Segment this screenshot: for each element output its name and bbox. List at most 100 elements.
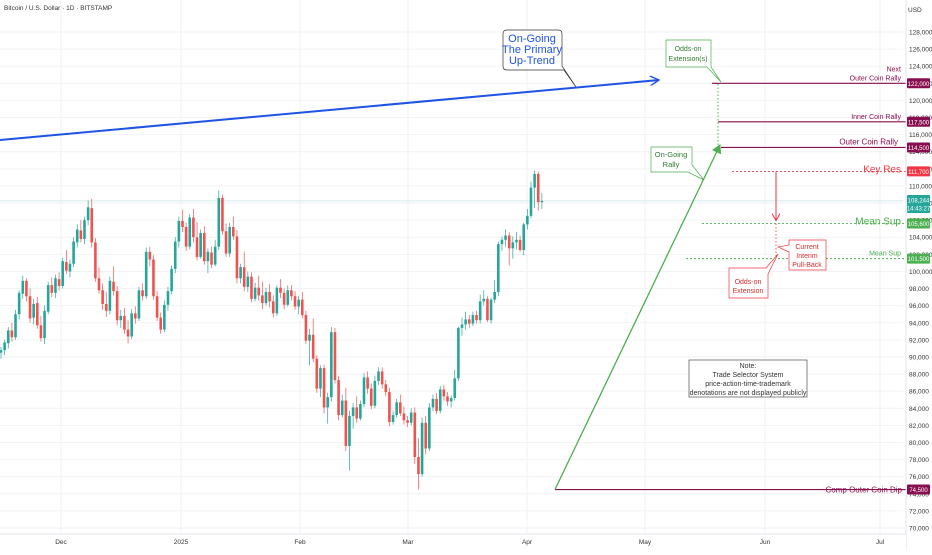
candle-body (173, 241, 177, 269)
candle-body (25, 280, 28, 297)
note-box[interactable]: Note: Trade Selector System price-action… (688, 359, 808, 398)
level-label: Mean Sup (869, 251, 901, 258)
candle-body (486, 298, 489, 321)
x-tick-label: 2025 (174, 539, 189, 546)
candle-body (202, 232, 206, 262)
candle-body (286, 290, 290, 305)
y-tick-label: 86,000 (909, 389, 929, 396)
y-tick-label: 94,000 (909, 320, 929, 327)
time-axis: Dec 2025 Feb Mar Apr May Jun Jul (0, 533, 906, 550)
current-pullback-callout[interactable]: Current Interim Pull-Back (776, 239, 827, 271)
candle-body (417, 457, 420, 475)
odds-on-extension-callout[interactable]: Odds-on Extension (728, 253, 779, 299)
y-tick-label: 72,000 (909, 508, 929, 515)
ongoing-rally-callout[interactable]: On-Going Rally (650, 146, 705, 181)
callout-bubble (650, 146, 705, 181)
level-label: Next (887, 66, 901, 73)
candle-body (65, 262, 68, 271)
candle-body (21, 280, 25, 294)
current-price-tag (907, 194, 930, 213)
candle-body (471, 315, 475, 324)
candle-body (242, 267, 246, 287)
candle-body (536, 173, 540, 203)
candle-body (373, 380, 377, 406)
candle-body (141, 290, 144, 297)
y-tick-label: 82,000 (909, 423, 929, 430)
y-tick-label: 98,000 (909, 286, 929, 293)
candle-body (293, 296, 297, 307)
primary-trend-callout[interactable]: On-Going The Primary Up-Trend (502, 29, 577, 88)
level-label: Comp Outer Coin Dip (826, 486, 903, 495)
candle-body (507, 235, 511, 249)
candle-body (148, 251, 152, 260)
drawings (0, 80, 776, 490)
ongoing-rally-line1: On-Going (655, 150, 688, 159)
candle-body (446, 396, 449, 402)
candle-body (464, 319, 467, 325)
candle-body (50, 285, 54, 293)
candle-body (232, 226, 235, 237)
candle-body (184, 226, 188, 247)
price-tag-label: 122,000 (908, 82, 930, 88)
candle-body (192, 217, 195, 238)
current-price-label: 108,244 (908, 198, 930, 204)
odds-on-extensions-callout[interactable]: Odds-on Extension(s) (665, 39, 722, 83)
candle-body (467, 319, 471, 324)
candle-body (126, 329, 130, 337)
price-axis-bg (906, 0, 932, 550)
candle-body (304, 315, 308, 341)
candle-body (144, 251, 148, 297)
candle-body (163, 304, 166, 330)
primary-trend-line1: On-Going (508, 33, 556, 45)
candle-body (413, 412, 417, 458)
primary-trend-line (0, 80, 659, 141)
candle-body (137, 290, 141, 319)
candle-body (380, 371, 384, 385)
grid (0, 0, 903, 534)
candle-body (228, 226, 231, 254)
price-axis: 70,000 72,000 74,000 76,000 78,000 80,000 82,0… (905, 0, 932, 550)
candle-body (319, 368, 322, 389)
candle-body (90, 208, 94, 243)
candle-body (308, 334, 311, 341)
candle-body (159, 317, 163, 330)
price-tag (907, 142, 930, 153)
candle-body (482, 298, 486, 302)
candle-body (442, 389, 446, 397)
candle-body (399, 402, 402, 414)
candle-body (453, 378, 457, 399)
level-label: Key Res (863, 164, 901, 175)
callout-bubble (776, 239, 827, 271)
price-levels: Next Outer Coin Rally Inner Coin Rally Oute… (555, 66, 907, 495)
y-tick-label: 90,000 (909, 354, 929, 361)
candle-body (297, 299, 300, 307)
candle-body (57, 279, 61, 286)
candle-body (72, 241, 75, 264)
y-tick-label: 126,000 (909, 47, 932, 54)
y-tick-label: 84,000 (909, 406, 929, 413)
price-tags: 122,000 117,500 114,500 111,700 105,600 101,5… (907, 78, 931, 495)
candle-body (119, 315, 123, 321)
currency-label: USD (908, 7, 922, 14)
candle-body (438, 389, 442, 411)
candle-body (326, 397, 329, 408)
candle-body (104, 303, 108, 311)
candle-body (6, 330, 10, 344)
candle-body (177, 220, 181, 242)
candle-body (533, 173, 536, 188)
candle-body (257, 287, 261, 296)
candle-body (359, 404, 362, 419)
y-tick-label: 76,000 (909, 474, 929, 481)
candle-body (431, 398, 435, 408)
candle-body (10, 330, 14, 338)
price-tag-label: 111,700 (908, 170, 929, 176)
price-tag (907, 78, 930, 89)
candle-body (290, 290, 293, 297)
pullback-line1: Current (795, 244, 818, 251)
odds-on-extensions-line2: Extension(s) (669, 56, 708, 63)
candle-body (315, 358, 319, 389)
candle-body (115, 291, 119, 321)
pullback-line3: Pull-Back (792, 262, 822, 269)
